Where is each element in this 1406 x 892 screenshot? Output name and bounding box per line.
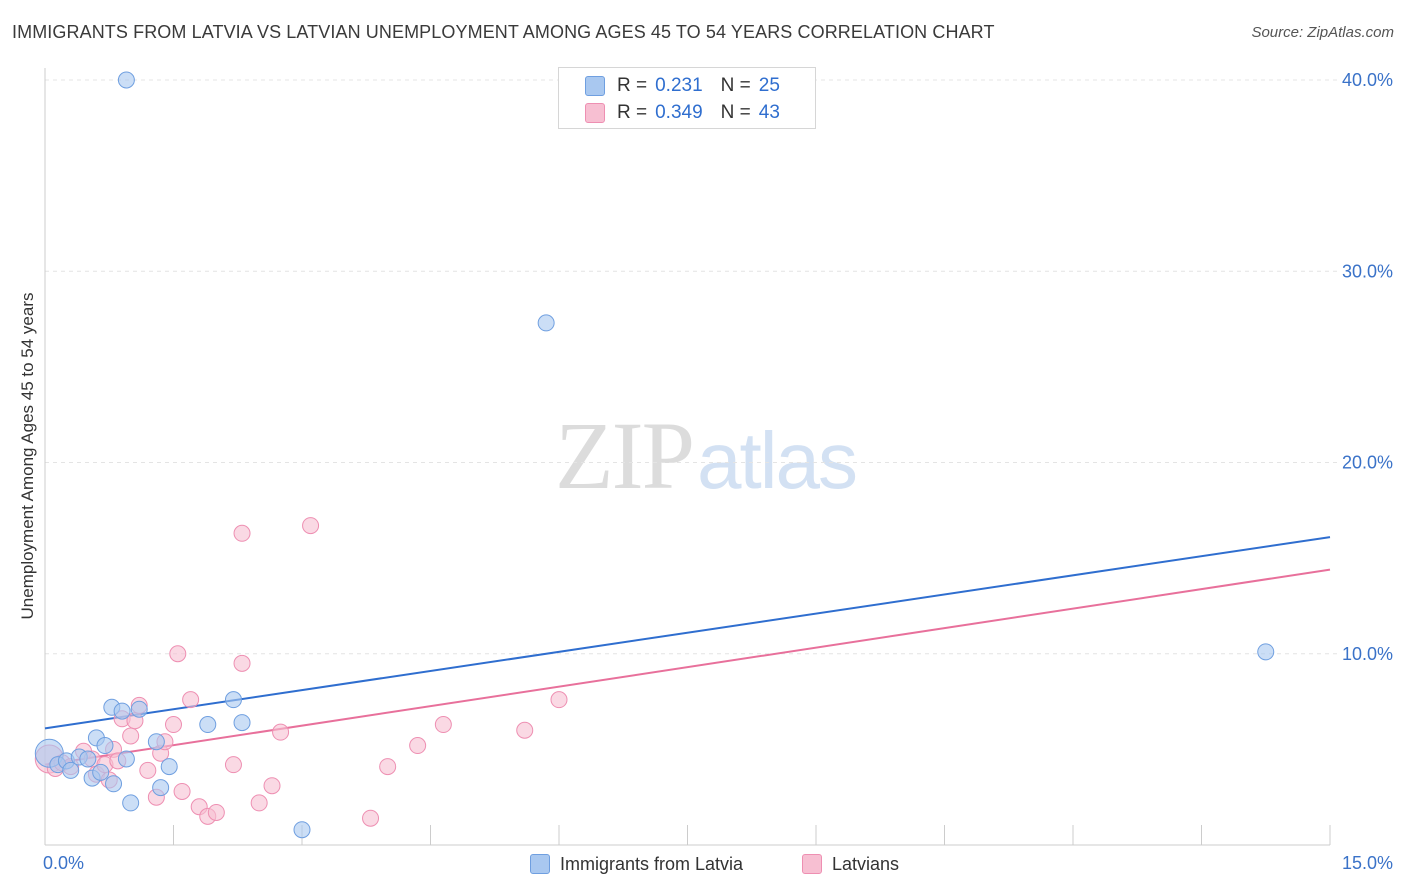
point-latvia — [79, 750, 97, 768]
point-latvia — [199, 716, 217, 734]
legend-r-value: 0.231 — [655, 75, 703, 96]
bottom-legend-label-latvia: Immigrants from Latvia — [560, 853, 744, 874]
source-credit: Source: ZipAtlas.com — [1251, 24, 1394, 41]
trend-lines — [44, 536, 1331, 766]
point-latvia — [233, 714, 251, 732]
correlation-legend: R = 0.231 N = 25 R = 0.349 N = 43 — [558, 67, 816, 129]
legend-swatch-latvia — [585, 76, 605, 96]
point-latvia — [117, 71, 135, 89]
point-latvia — [113, 702, 131, 720]
point-latvians — [207, 803, 225, 821]
point-latvia — [224, 691, 242, 709]
watermark-atlas: atlas — [697, 416, 858, 505]
point-latvians — [165, 716, 182, 734]
point-latvia — [92, 763, 110, 781]
bottom-legend-label-latvians: Latvians — [832, 853, 900, 874]
x-tick-label: 15.0% — [1342, 853, 1393, 873]
point-latvia — [160, 758, 178, 776]
point-latvians — [434, 716, 452, 734]
point-latvia — [147, 733, 165, 751]
trend-line-latvians — [44, 568, 1331, 766]
point-latvians — [122, 727, 140, 745]
point-latvia — [152, 779, 170, 797]
y-tick-label: 30.0% — [1342, 261, 1393, 281]
legend-n-value: 43 — [758, 102, 780, 123]
point-latvians — [409, 737, 427, 755]
point-latvians — [173, 782, 191, 800]
point-latvians — [139, 761, 157, 779]
bottom-legend-swatch-latvians — [802, 854, 822, 874]
y-tick-label: 40.0% — [1342, 70, 1393, 90]
tick-labels: 10.0% 20.0% 30.0% 40.0% 0.0% 15.0% — [43, 70, 1393, 873]
legend-row-latvians: R = 0.349 N = 43 — [585, 100, 780, 126]
legend-n-value: 25 — [758, 75, 780, 96]
point-latvia — [130, 700, 148, 718]
y-tick-label: 20.0% — [1342, 453, 1393, 473]
point-latvia — [62, 761, 80, 779]
point-latvians — [550, 691, 568, 709]
point-latvians — [302, 517, 320, 535]
legend-r-label: R = — [617, 102, 648, 123]
data-points — [34, 71, 1275, 839]
legend-r-value: 0.349 — [655, 102, 703, 123]
point-latvia — [1257, 643, 1275, 661]
point-latvians — [250, 794, 268, 812]
legend-row-latvia: R = 0.231 N = 25 — [585, 73, 780, 99]
point-latvia — [537, 314, 555, 332]
point-latvians — [224, 756, 242, 774]
point-latvia — [105, 775, 123, 793]
legend-n-label: N = — [720, 75, 751, 96]
watermark: ZIPatlas — [555, 400, 858, 511]
point-latvians — [263, 777, 281, 795]
point-latvians — [272, 723, 290, 741]
point-latvians — [169, 645, 187, 663]
point-latvians — [182, 691, 200, 709]
chart-title: IMMIGRANTS FROM LATVIA VS LATVIAN UNEMPL… — [12, 22, 995, 42]
trend-line-latvia — [44, 536, 1331, 730]
legend-n-label: N = — [720, 102, 751, 123]
point-latvians — [233, 524, 251, 542]
y-tick-label: 10.0% — [1342, 644, 1393, 664]
point-latvians — [362, 809, 380, 827]
point-latvia — [96, 737, 114, 755]
legend-swatch-latvians — [585, 103, 605, 123]
y-axis-label: Unemployment Among Ages 45 to 54 years — [18, 292, 37, 620]
point-latvians — [233, 654, 251, 672]
point-latvians — [379, 758, 397, 776]
point-latvia — [122, 794, 140, 812]
point-latvia — [293, 821, 311, 839]
bottom-legend-swatch-latvia — [530, 854, 550, 874]
bottom-legend-latvians: Latvians — [802, 852, 899, 876]
legend-r-label: R = — [617, 75, 648, 96]
grid-lines — [45, 79, 1340, 655]
bottom-legend-latvia: Immigrants from Latvia — [530, 852, 743, 876]
x-tick-label: 0.0% — [43, 853, 84, 873]
point-latvia — [117, 750, 135, 768]
watermark-zip: ZIP — [555, 402, 695, 509]
point-latvians — [516, 721, 534, 739]
